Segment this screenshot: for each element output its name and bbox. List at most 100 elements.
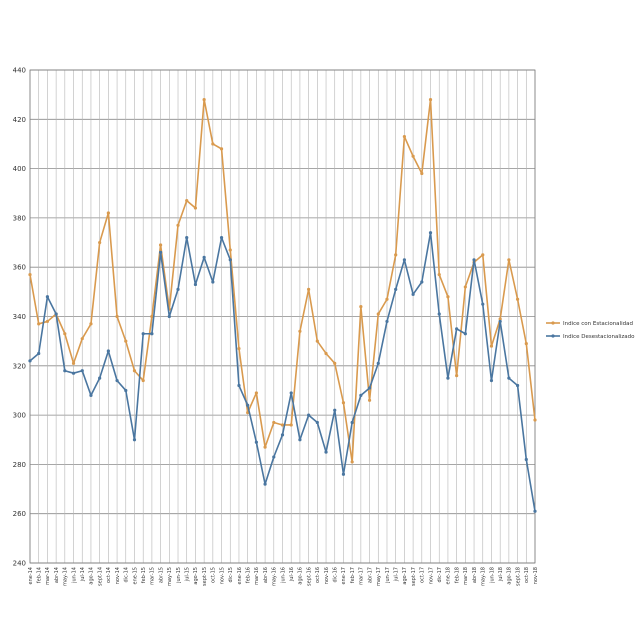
data-point [115,378,119,383]
data-point [507,258,511,262]
data-point [428,97,433,102]
plot-border [29,69,536,564]
data-point [193,282,198,287]
x-tick-label: abr-14 [54,567,60,583]
x-tick-label: ene-16 [237,567,243,585]
data-point [350,420,354,425]
data-point [420,171,424,176]
y-tick-label: 400 [13,165,26,173]
data-point [307,287,311,291]
x-tick-label: feb-16 [245,567,251,583]
data-point [124,339,128,343]
data-point [515,383,520,388]
x-tick-label: mar-14 [45,567,51,585]
data-point [37,351,41,356]
x-tick-label: nov-14 [115,567,121,584]
data-point [63,369,67,373]
x-tick-label: ago-15 [193,567,199,585]
data-point [132,438,137,442]
data-point [481,253,485,257]
data-point [333,408,337,412]
x-tick-label: nov-16 [324,567,330,584]
data-point [394,253,398,257]
data-point [211,142,215,146]
data-point [254,440,258,444]
data-point [402,134,406,139]
data-point [246,403,250,407]
legend-item: Indice Desestacionalizado [546,334,635,340]
x-tick-label: ago-17 [402,567,408,585]
x-tick-label: ene-18 [446,567,452,585]
x-tick-label: ene-14 [28,567,34,585]
data-point [71,361,76,365]
data-point [385,297,389,301]
data-point [150,332,154,336]
data-point [533,509,537,513]
x-tick-label: ago-16 [298,567,304,585]
x-tick-label: jul-17 [393,567,399,582]
data-point [159,250,163,255]
x-tick-label: jun-17 [385,567,391,584]
data-point [106,349,110,353]
x-tick-label: jul-16 [289,567,295,582]
data-point [411,292,415,296]
series-lines [28,97,537,513]
data-point [463,285,467,289]
data-point [341,401,346,405]
data-point [298,438,302,442]
data-point [141,378,145,383]
data-point [367,398,372,402]
y-tick-label: 240 [13,560,26,568]
x-tick-label: mar-18 [463,567,469,585]
data-point [37,322,41,326]
y-tick-label: 380 [13,214,26,222]
data-point [254,391,258,395]
data-point [211,280,215,284]
x-tick-label: feb-15 [141,567,147,583]
x-tick-label: oct-17 [420,567,426,583]
data-point [159,243,163,247]
data-point [176,223,180,227]
x-tick-label: abr-17 [367,567,373,583]
x-tick-label: abr-18 [472,567,478,583]
data-point [402,258,406,262]
data-point [185,199,189,203]
x-tick-label: ene-17 [341,567,347,585]
data-point [498,317,502,321]
legend-label: Indice Desestacionalizado [563,334,635,340]
y-tick-label: 260 [13,510,26,518]
data-point [489,378,494,383]
x-tick-label: feb-14 [37,567,43,583]
data-point [272,420,276,425]
data-point [89,322,93,326]
data-point [463,332,467,336]
x-tick-label: oct-15 [211,567,217,583]
data-point [115,314,119,319]
data-point [54,312,58,316]
x-tick-label: sept-18 [515,567,521,586]
x-tick-label: abr-16 [263,567,269,583]
data-point [193,206,198,210]
data-point [341,472,346,476]
data-point [420,280,424,284]
x-tick-label: feb-18 [454,567,460,583]
y-tick-label: 420 [13,116,26,124]
data-point [89,393,93,397]
x-tick-label: nov-17 [428,567,434,584]
data-point [219,236,224,240]
data-point [394,287,398,291]
data-point [524,342,528,346]
x-tick-label: ene-15 [132,567,138,585]
data-point [202,255,206,259]
x-tick-label: jun-16 [280,567,286,584]
x-tick-label: oct-18 [524,567,530,583]
data-point [289,391,293,395]
data-point [376,312,380,316]
data-point [202,97,206,102]
x-tick-label: oct-14 [106,567,112,583]
data-point [446,376,450,380]
data-point [141,332,145,336]
x-tick-label: sept-15 [202,567,208,586]
data-point [481,302,485,306]
